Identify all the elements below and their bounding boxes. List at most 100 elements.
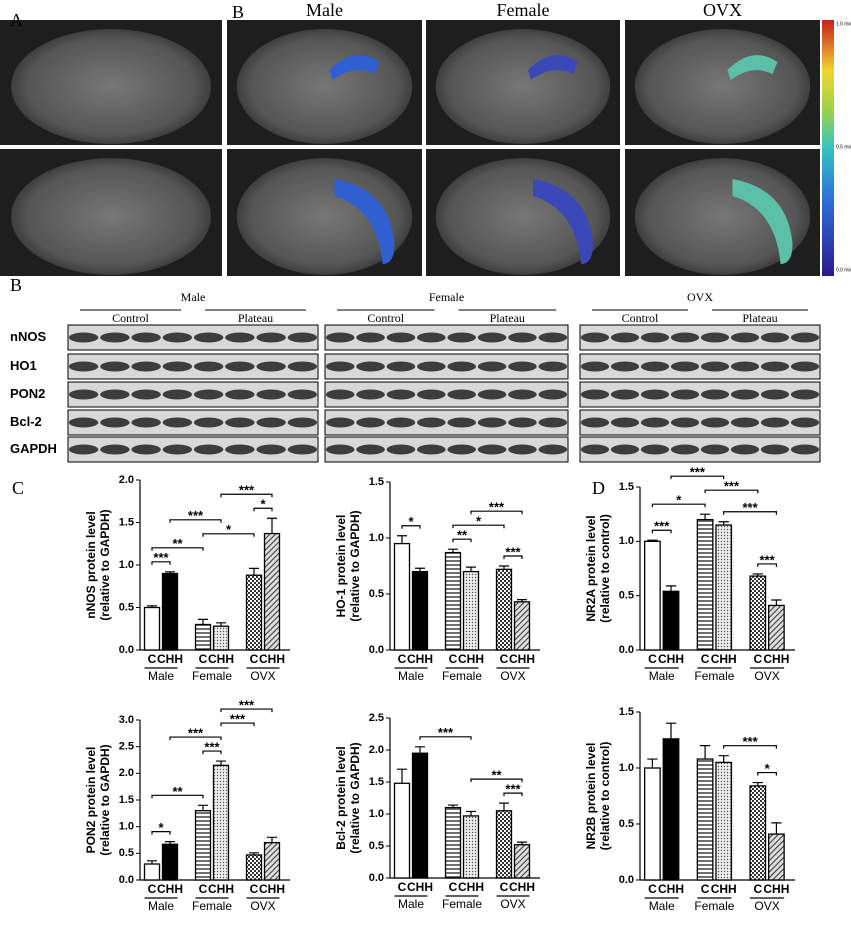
blot-band xyxy=(356,417,385,428)
x-tick-label: CHH xyxy=(711,652,737,666)
blot-condition: Control xyxy=(112,311,149,325)
blot-band xyxy=(417,389,446,400)
blot-band xyxy=(640,332,670,343)
error-bar xyxy=(415,746,425,754)
brain xyxy=(435,29,611,144)
blot-band xyxy=(610,389,640,400)
blot-band xyxy=(730,417,760,428)
x-tick-label: C xyxy=(148,652,157,666)
blot-band xyxy=(700,444,730,455)
blot-band xyxy=(193,444,224,455)
group-label: Female xyxy=(442,897,482,911)
colorbar-label: 1.0 min⁻¹ xyxy=(836,21,851,27)
brain xyxy=(435,158,611,275)
mri-panel: Male Female OVX 1.0 min⁻¹ 0.5 min⁻¹ 0.0 min⁻¹ xyxy=(0,0,851,276)
error-bar xyxy=(216,622,226,627)
bar xyxy=(393,782,411,879)
group-label: Male xyxy=(649,899,675,913)
y-tick-label: 0.5 xyxy=(369,588,384,600)
y-axis-label: (relative to GAPDH) xyxy=(348,510,362,621)
blot-band xyxy=(700,361,730,372)
blot-band xyxy=(730,444,760,455)
x-tick-label: CHH xyxy=(509,652,535,666)
x-tick-label: C xyxy=(148,882,157,896)
bar-chart: 0.0 0.5 1.0 1.5 HO-1 protein level (relative … xyxy=(334,476,540,683)
blot-band xyxy=(610,417,640,428)
significance-bracket xyxy=(202,750,222,755)
blot-band xyxy=(68,332,99,343)
significance-bracket xyxy=(723,511,777,515)
bar xyxy=(212,764,230,881)
blot-band xyxy=(100,361,130,372)
error-bar xyxy=(517,841,527,845)
x-tick-label: CHH xyxy=(509,880,535,894)
bar xyxy=(495,568,513,651)
y-tick-label: 2.0 xyxy=(369,744,384,756)
y-tick-label: 1.5 xyxy=(369,476,384,488)
error-bar xyxy=(147,860,157,864)
group-label: Female xyxy=(192,669,232,683)
error-bar xyxy=(466,810,476,816)
error-bar xyxy=(699,513,711,520)
perfusion-map xyxy=(533,179,593,264)
error-bar xyxy=(147,605,157,608)
significance-bracket xyxy=(651,529,672,534)
brain xyxy=(634,29,811,144)
error-bar xyxy=(198,618,208,625)
blot-band xyxy=(538,361,568,372)
significance-label: * xyxy=(408,514,414,529)
blot-band xyxy=(640,444,670,455)
significance-bracket xyxy=(220,493,273,498)
blot-band xyxy=(700,417,730,428)
x-tick-label: C xyxy=(449,880,458,894)
x-tick-label: C xyxy=(753,652,762,666)
y-tick-label: 1.0 xyxy=(369,808,384,820)
blot-band xyxy=(225,417,255,428)
blot-band xyxy=(356,444,385,455)
blot-band xyxy=(100,444,130,455)
blot-band xyxy=(640,389,670,400)
error-bar xyxy=(517,599,527,602)
blot-band xyxy=(477,389,507,400)
blot-condition: Plateau xyxy=(742,311,777,325)
colorbar xyxy=(822,20,834,276)
significance-bracket xyxy=(151,561,171,565)
blot-band xyxy=(790,361,820,372)
blot-band xyxy=(386,444,416,455)
y-axis-label: nNOS protein level xyxy=(84,511,98,618)
y-axis-label: (relative to GAPDH) xyxy=(98,509,112,620)
y-axis-label: NR2A protein level xyxy=(584,515,598,621)
x-tick-label: C xyxy=(648,652,657,666)
blot-band xyxy=(730,389,760,400)
bar-chart: 0.0 0.5 1.0 1.5 NR2B protein level (relative … xyxy=(584,706,795,913)
blot-band xyxy=(760,332,790,343)
blot-band xyxy=(287,389,318,400)
significance-bracket xyxy=(151,831,171,835)
significance-label: *** xyxy=(239,698,255,713)
protein-label: GAPDH xyxy=(10,441,57,456)
y-tick-label: 3.0 xyxy=(119,714,134,726)
significance-label: *** xyxy=(742,734,758,749)
blot-band xyxy=(447,361,476,372)
error-bar xyxy=(771,822,782,835)
x-tick-label: C xyxy=(500,652,509,666)
bar xyxy=(444,551,462,651)
blot-band xyxy=(287,332,318,343)
blot-band xyxy=(538,444,568,455)
significance-bracket xyxy=(151,547,204,551)
blot-group: OVX xyxy=(687,290,713,304)
blot-band xyxy=(162,389,193,400)
error-bar xyxy=(665,722,677,739)
significance-label: * xyxy=(476,514,482,529)
bar xyxy=(644,540,661,651)
x-tick-label: CHH xyxy=(658,652,684,666)
blot-band xyxy=(225,332,255,343)
bar xyxy=(245,574,263,651)
significance-label: *** xyxy=(489,500,505,515)
blot-band xyxy=(162,444,193,455)
y-axis-label: NR2B protein level xyxy=(584,743,598,850)
bar xyxy=(194,623,212,651)
significance-label: *** xyxy=(188,726,204,741)
group-label: OVX xyxy=(754,899,779,913)
group-label: Male xyxy=(398,897,424,911)
